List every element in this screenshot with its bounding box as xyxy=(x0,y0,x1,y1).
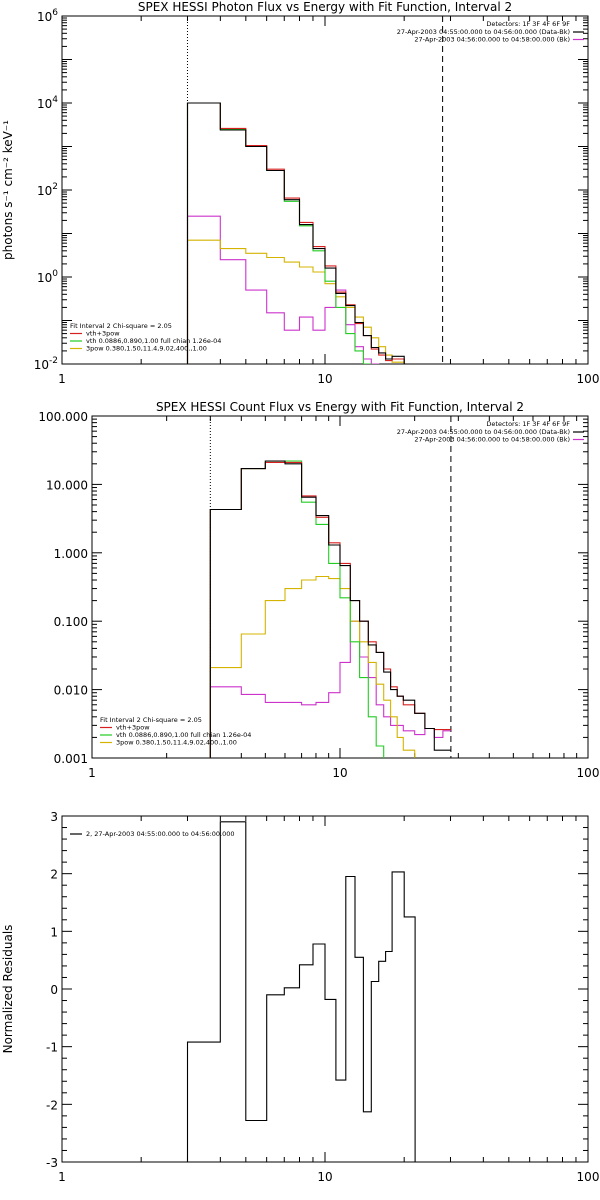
x-tick-label: 100 xyxy=(577,766,600,780)
legend-left-label: vth+3pow xyxy=(116,724,150,732)
chart-panel-1: SPEX HESSI Photon Flux vs Energy with Fi… xyxy=(1,0,600,386)
y-tick-label: 0.010 xyxy=(54,684,88,698)
y-tick-label: 100.000 xyxy=(38,410,88,424)
legend-left-label: 3pow 0.380,1.50,11.4,9.02,400.,1.00 xyxy=(86,345,207,353)
legend-left-label: vth+3pow xyxy=(86,330,120,338)
y-tick-label: -3 xyxy=(46,1156,58,1170)
legend-left-label: vth 0.0886,0.890,1.00 full chian 1.26e-0… xyxy=(116,731,251,739)
y-tick-label: 3 xyxy=(50,810,58,824)
y-tick-label: 1 xyxy=(50,925,58,939)
y-tick-label: 0.100 xyxy=(54,615,88,629)
y-tick-label: 104 xyxy=(37,95,58,111)
x-tick-label: 1 xyxy=(88,766,96,780)
legend-right-label: 27-Apr-2003 04:55:00.000 to 04:56:00.000… xyxy=(397,28,570,36)
y-tick-label: 0.001 xyxy=(54,752,88,766)
legend-left-label: vth 0.0886,0.890,1.00 full chian 1.26e-0… xyxy=(86,337,221,345)
series-line-2-27-apr-2003-04-55-00-0 xyxy=(186,821,443,1162)
chart-panel-2: SPEX HESSI Count Flux vs Energy with Fit… xyxy=(38,400,600,780)
legend-right-label: 27-Apr-2003 04:55:00.000 to 04:56:00.000… xyxy=(397,428,570,436)
y-tick-label: 102 xyxy=(37,182,58,198)
y-tick-label: 0 xyxy=(50,983,58,997)
x-tick-label: 10 xyxy=(332,766,347,780)
legend-detectors: Detectors: 1F 3F 4F 6F 9F xyxy=(486,20,570,28)
series-line-vth xyxy=(209,460,385,758)
series-line-vth xyxy=(186,102,372,364)
legend-detectors: Detectors: 1F 3F 4F 6F 9F xyxy=(486,420,570,428)
series-line-data-bk xyxy=(186,102,416,364)
legend-left-label: 3pow 0.380,1.50,11.4,9.02,400.,1.00 xyxy=(116,739,237,747)
y-tick-label: 1.000 xyxy=(54,547,88,561)
series-line-data-bk xyxy=(209,460,451,758)
series-line-3pow xyxy=(209,575,416,758)
y-tick-label: -1 xyxy=(46,1041,58,1055)
legend-left-label: 2, 27-Apr-2003 04:55:00.000 to 04:56:00.… xyxy=(86,830,235,838)
y-axis-label: photons s⁻¹ cm⁻² keV⁻¹ xyxy=(1,120,15,260)
legend-fit-header: Fit Interval 2 Chi-square = 2.05 xyxy=(70,322,172,330)
y-tick-label: 2 xyxy=(50,868,58,882)
x-tick-label: 1 xyxy=(58,372,66,386)
y-tick-label: 10.000 xyxy=(46,478,88,492)
y-tick-label: 106 xyxy=(37,8,58,24)
y-tick-label: -2 xyxy=(46,1098,58,1112)
x-tick-label: 100 xyxy=(577,1170,600,1184)
y-tick-label: 100 xyxy=(37,269,58,285)
legend-fit-header: Fit Interval 2 Chi-square = 2.05 xyxy=(100,716,202,724)
legend-right-label: 27-Apr-2003 04:56:00.000 to 04:58:00.000… xyxy=(414,36,570,44)
series-line-bk xyxy=(186,215,380,364)
chart-title: SPEX HESSI Photon Flux vs Energy with Fi… xyxy=(138,0,512,14)
y-tick-label: 10-2 xyxy=(34,356,58,372)
x-tick-label: 1 xyxy=(58,1170,66,1184)
x-tick-label: 10 xyxy=(317,372,332,386)
x-tick-label: 10 xyxy=(317,1170,332,1184)
x-tick-label: 100 xyxy=(577,372,600,386)
legend-right-label: 27-Apr-2003 04:56:00.000 to 04:58:00.000… xyxy=(414,436,570,444)
y-axis-label: Normalized Residuals xyxy=(1,925,15,1054)
chart-title: SPEX HESSI Count Flux vs Energy with Fit… xyxy=(156,400,524,414)
